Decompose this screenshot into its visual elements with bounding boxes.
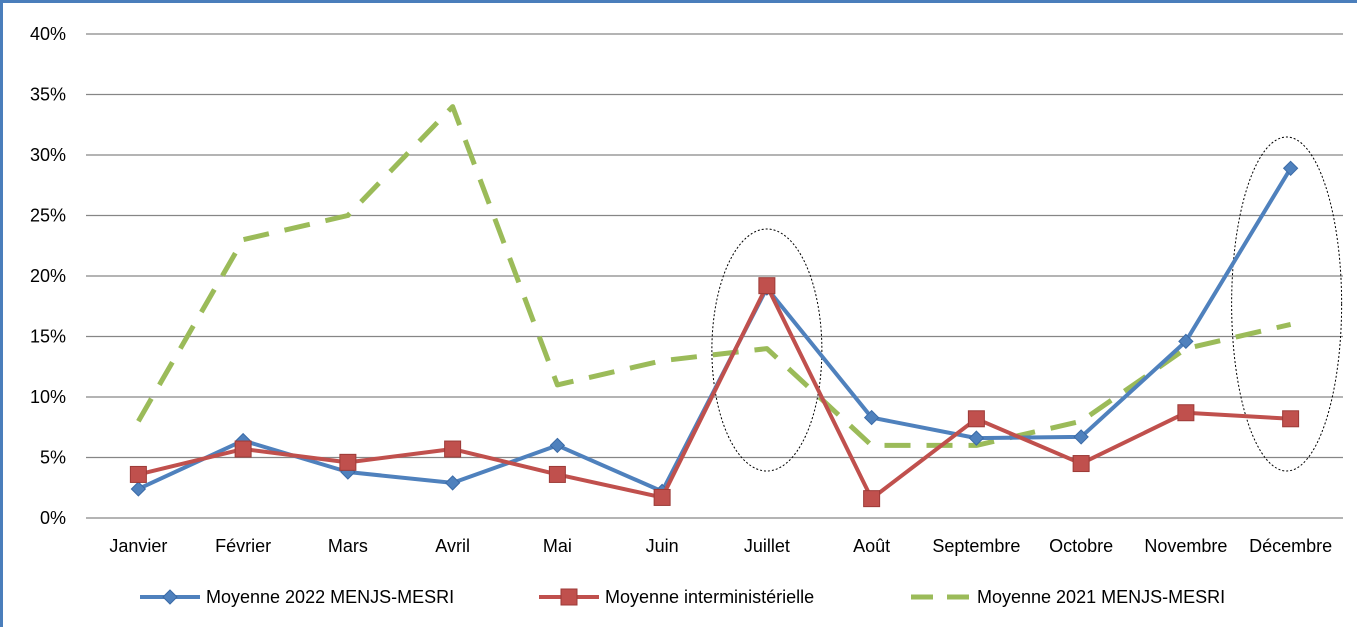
x-tick-label: Juillet (744, 536, 790, 556)
x-tick-label: Décembre (1249, 536, 1332, 556)
legend-entry: Moyenne 2021 MENJS-MESRI (911, 587, 1225, 607)
data-point-square (548, 465, 566, 483)
x-tick-label: Août (853, 536, 890, 556)
legend-label: Moyenne interministérielle (605, 587, 814, 607)
data-point-square (863, 490, 881, 508)
x-tick-label: Janvier (109, 536, 167, 556)
gridlines (86, 33, 1343, 519)
y-tick-label: 10% (30, 387, 66, 407)
data-point-diamond (1178, 333, 1194, 350)
y-tick-label: 40% (30, 24, 66, 44)
legend-label: Moyenne 2021 MENJS-MESRI (977, 587, 1225, 607)
legend-label: Moyenne 2022 MENJS-MESRI (206, 587, 454, 607)
data-point-square (234, 440, 252, 458)
data-point-square (758, 277, 776, 295)
y-tick-label: 0% (40, 508, 66, 528)
y-tick-label: 20% (30, 266, 66, 286)
data-point-square (1177, 404, 1195, 422)
x-tick-label: Octobre (1049, 536, 1113, 556)
data-point-diamond (863, 409, 880, 426)
data-point-diamond (968, 430, 985, 446)
annotations (711, 136, 1343, 472)
x-tick-label: Juin (646, 536, 679, 556)
legend-entry: Moyenne interministérielle (539, 587, 814, 607)
x-tick-label: Mai (543, 536, 572, 556)
x-tick-label: Février (215, 536, 271, 556)
data-point-square (339, 453, 357, 471)
series-1 (129, 277, 1300, 508)
data-point-diamond (1073, 429, 1089, 445)
legend: Moyenne 2022 MENJS-MESRI Moyenne intermin… (140, 587, 1225, 607)
legend-entry: Moyenne 2022 MENJS-MESRI (140, 587, 454, 607)
x-axis-tick-labels: Janvier Février Mars Avril Mai Juin Juillet Aoû… (109, 536, 1332, 556)
data-point-square (129, 465, 147, 483)
data-point-diamond (444, 475, 461, 491)
data-point-square (967, 410, 985, 428)
data-point-square (653, 488, 671, 506)
x-tick-label: Mars (328, 536, 368, 556)
data-point-square (1282, 410, 1300, 428)
data-point-diamond (1282, 160, 1299, 177)
series-0 (130, 160, 1299, 500)
data-point-diamond (549, 437, 566, 454)
x-tick-label: Septembre (932, 536, 1020, 556)
series-2 (136, 104, 1292, 448)
annotation-ellipse (711, 228, 823, 472)
line-chart: 0% 5% 10% 15% 20% 25% 30% 35% 40% Janvier Février… (30, 24, 1343, 607)
series-line (137, 167, 1293, 494)
x-tick-label: Novembre (1144, 536, 1227, 556)
annotation-ellipse (1231, 136, 1343, 472)
y-axis-tick-labels: 0% 5% 10% 15% 20% 25% 30% 35% 40% (30, 24, 66, 528)
data-point-square (1072, 455, 1090, 473)
series-group (129, 104, 1300, 508)
y-tick-label: 35% (30, 85, 66, 105)
y-tick-label: 15% (30, 327, 66, 347)
data-point-square (444, 440, 462, 458)
data-point-square (560, 588, 578, 606)
y-tick-label: 5% (40, 448, 66, 468)
series-line (136, 104, 1292, 448)
data-point-diamond (162, 589, 178, 605)
y-tick-label: 30% (30, 145, 66, 165)
data-point-diamond (130, 481, 147, 497)
x-tick-label: Avril (435, 536, 470, 556)
series-line (137, 283, 1291, 501)
y-tick-label: 25% (30, 206, 66, 226)
